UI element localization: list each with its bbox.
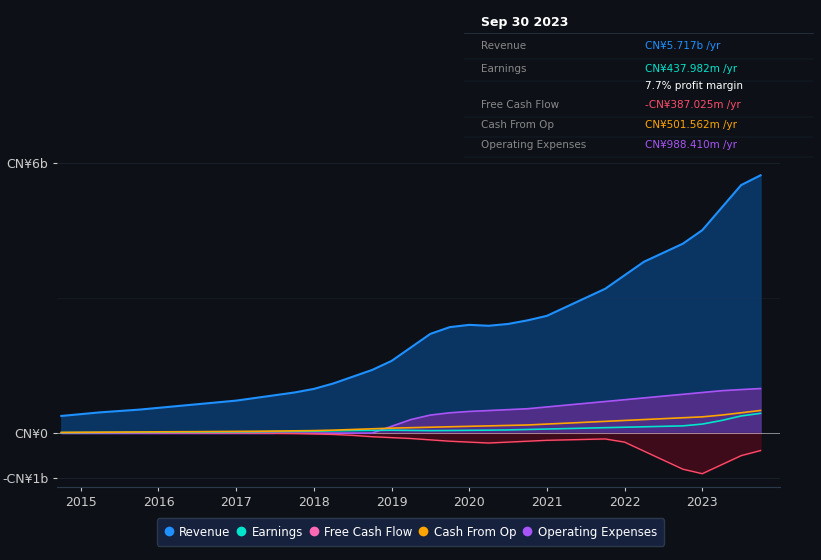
Text: -CN¥387.025m /yr: -CN¥387.025m /yr xyxy=(645,100,741,110)
Text: CN¥437.982m /yr: CN¥437.982m /yr xyxy=(645,64,737,74)
Text: 7.7% profit margin: 7.7% profit margin xyxy=(645,81,743,91)
Text: Revenue: Revenue xyxy=(481,41,526,52)
Text: CN¥988.410m /yr: CN¥988.410m /yr xyxy=(645,139,737,150)
Text: Operating Expenses: Operating Expenses xyxy=(481,139,586,150)
Text: Earnings: Earnings xyxy=(481,64,527,74)
Text: Cash From Op: Cash From Op xyxy=(481,120,554,130)
Text: CN¥5.717b /yr: CN¥5.717b /yr xyxy=(645,41,721,52)
Legend: Revenue, Earnings, Free Cash Flow, Cash From Op, Operating Expenses: Revenue, Earnings, Free Cash Flow, Cash … xyxy=(157,519,664,545)
Text: Sep 30 2023: Sep 30 2023 xyxy=(481,16,569,29)
Text: CN¥501.562m /yr: CN¥501.562m /yr xyxy=(645,120,737,130)
Text: Free Cash Flow: Free Cash Flow xyxy=(481,100,559,110)
